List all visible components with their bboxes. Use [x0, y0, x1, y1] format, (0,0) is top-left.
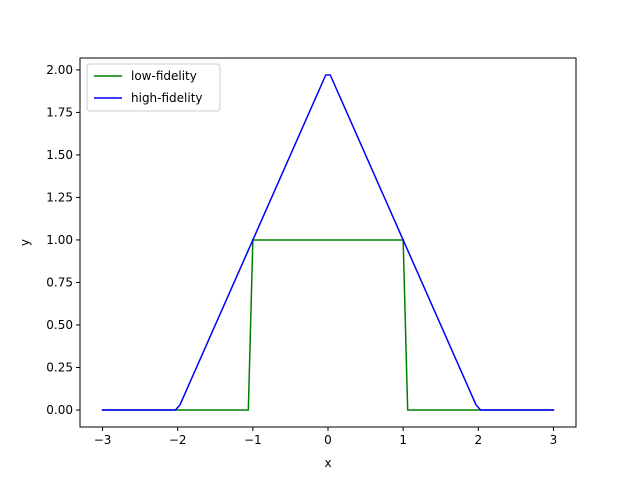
y-tick-label: 1.25 — [46, 190, 73, 204]
legend-label-low-fidelity: low-fidelity — [131, 69, 197, 83]
x-tick-label: 1 — [399, 433, 407, 447]
y-tick-label: 1.75 — [46, 105, 73, 119]
y-tick-label: 1.00 — [46, 233, 73, 247]
series-layer — [101, 74, 555, 411]
x-tick-label: −2 — [169, 433, 187, 447]
x-tick-label: 2 — [474, 433, 482, 447]
x-tick-label: −1 — [244, 433, 262, 447]
x-axis-label: x — [324, 456, 331, 470]
y-tick-label: 1.50 — [46, 148, 73, 162]
y-axis-ticks: 0.00 0.25 0.50 0.75 1.00 1.25 1.50 1.75 2.00 — [46, 63, 80, 417]
x-axis-ticks: −3 −2 −1 0 1 2 3 — [94, 427, 558, 447]
series-line-low-fidelity — [101, 239, 555, 411]
legend: low-fidelity high-fidelity — [86, 63, 221, 112]
x-tick-label: 3 — [550, 433, 558, 447]
y-axis-label: y — [18, 239, 32, 246]
series-line-high-fidelity — [101, 74, 555, 411]
y-tick-label: 0.00 — [46, 403, 73, 417]
legend-label-high-fidelity: high-fidelity — [131, 91, 203, 105]
x-tick-label: 0 — [324, 433, 332, 447]
y-tick-label: 2.00 — [46, 63, 73, 77]
y-tick-label: 0.75 — [46, 275, 73, 289]
x-tick-label: −3 — [94, 433, 112, 447]
y-tick-label: 0.25 — [46, 360, 73, 374]
y-tick-label: 0.50 — [46, 318, 73, 332]
